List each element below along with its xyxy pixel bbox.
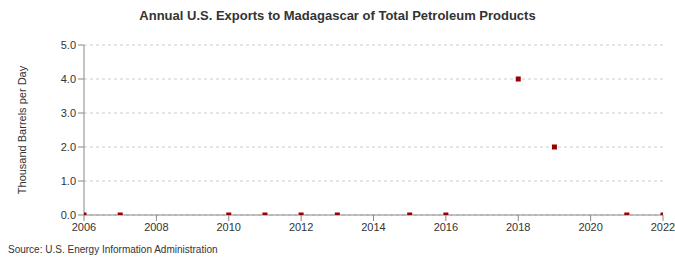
svg-text:Thousand Barrels per Day: Thousand Barrels per Day [16,65,28,194]
svg-text:2.0: 2.0 [61,141,76,153]
svg-text:2012: 2012 [289,221,313,233]
html-text:Source: U.S. Energy Informatio: Source: U.S. Energy Information Administ… [8,244,218,255]
svg-text:4.0: 4.0 [61,73,76,85]
svg-text:2006: 2006 [72,221,96,233]
html-text:Annual U.S. Exports to Madagas: Annual U.S. Exports to Madagascar of Tot… [139,8,536,23]
svg-text:2010: 2010 [217,221,241,233]
svg-text:2016: 2016 [434,221,458,233]
svg-text:2018: 2018 [506,221,530,233]
svg-text:2020: 2020 [578,221,602,233]
svg-text:0.0: 0.0 [61,209,76,221]
svg-text:2008: 2008 [144,221,168,233]
svg-text:5.0: 5.0 [61,39,76,51]
svg-text:2014: 2014 [361,221,385,233]
svg-text:3.0: 3.0 [61,107,76,119]
svg-text:2022: 2022 [651,221,667,233]
svg-text:1.0: 1.0 [61,175,76,187]
